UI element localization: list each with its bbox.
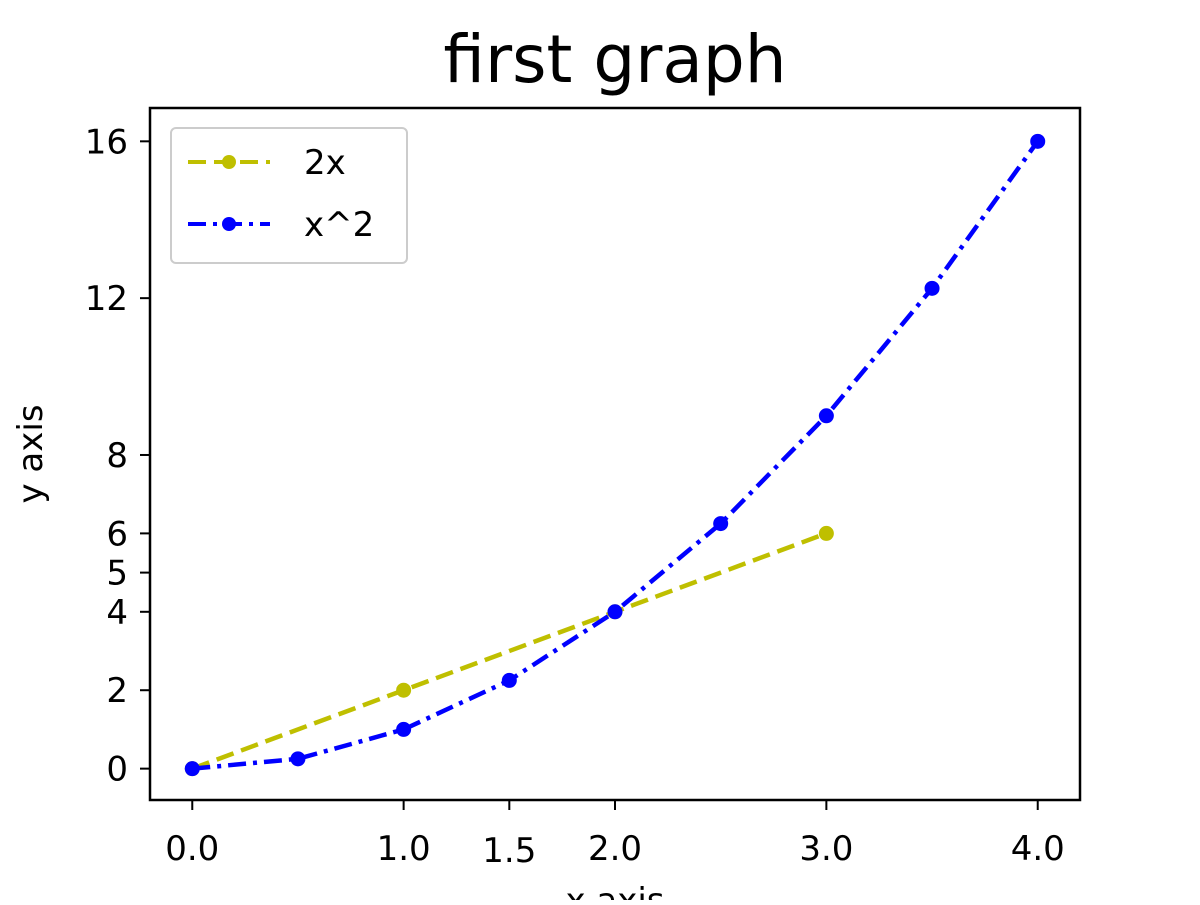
data-point-x-squared [290, 751, 306, 767]
legend-label-2x: 2x [304, 143, 346, 183]
legend-marker-2x [222, 155, 236, 169]
x-axis-label: x axis [565, 881, 664, 900]
data-point-x-squared [713, 516, 729, 532]
x-tick-label: 0.0 [165, 829, 219, 869]
data-point-x-squared [396, 721, 412, 737]
data-point-2x [818, 525, 834, 541]
data-point-x-squared [1030, 133, 1046, 149]
y-tick-label: 4 [106, 593, 128, 633]
x-tick-label: 2.0 [588, 829, 642, 869]
y-tick-label: 16 [85, 122, 128, 162]
data-point-x-squared [818, 408, 834, 424]
y-tick-label: 12 [85, 279, 128, 319]
data-point-x-squared [184, 761, 200, 777]
series-line-2x [191, 531, 828, 771]
series-layer [184, 133, 1046, 777]
y-axis: 0 2 456 8 12 16 [85, 122, 150, 790]
x-axis: 0.0 1.0 1.5 2.0 3.0 4.0 [165, 800, 1065, 871]
y-tick-label: 0 [106, 750, 128, 790]
y-tick-label: 2 [106, 671, 128, 711]
x-tick-label: 1.0 [377, 829, 431, 869]
data-point-x-squared [924, 280, 940, 296]
x-tick-label: 4.0 [1011, 829, 1065, 869]
data-point-2x [396, 682, 412, 698]
y-tick-label: 8 [106, 436, 128, 476]
y-axis-label: y axis [11, 404, 51, 503]
chart-title: first graph [443, 21, 786, 98]
legend: 2x x^2 [170, 127, 408, 264]
x-tick-label: 3.0 [799, 829, 853, 869]
data-point-x-squared [501, 672, 517, 688]
y-tick-label: 5 [106, 554, 128, 594]
legend-label-x-squared: x^2 [304, 205, 374, 245]
x-tick-label: 1.5 [482, 831, 536, 871]
y-tick-label: 6 [106, 514, 128, 554]
legend-marker-x-squared [222, 217, 236, 231]
data-point-x-squared [607, 604, 623, 620]
